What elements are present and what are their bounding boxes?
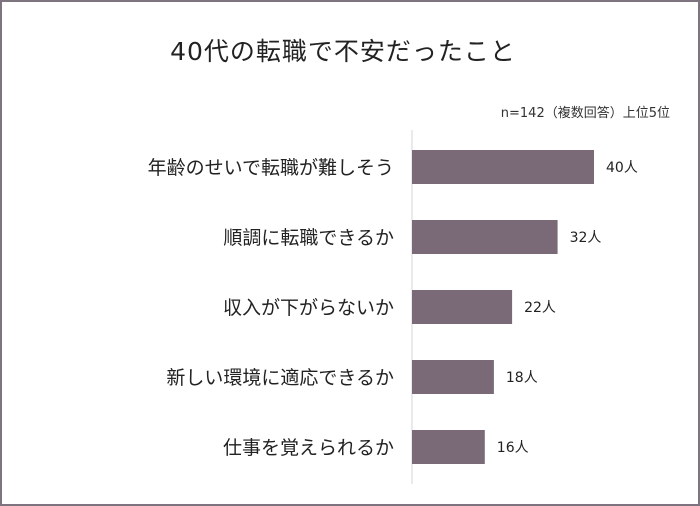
category-label: 年齢のせいで転職が難しそう <box>148 157 394 179</box>
bar <box>412 150 594 184</box>
data-label: 22人 <box>524 300 556 316</box>
data-label: 40人 <box>606 160 638 176</box>
bar <box>412 220 558 254</box>
category-label: 順調に転職できるか <box>223 227 394 249</box>
bar <box>412 430 485 464</box>
category-label: 収入が下がらないか <box>223 297 394 319</box>
data-label: 16人 <box>497 440 529 456</box>
bar <box>412 290 513 324</box>
category-label: 仕事を覚えられるか <box>223 437 394 459</box>
sample-note: n=142（複数回答）上位5位 <box>500 106 670 121</box>
category-label: 新しい環境に適応できるか <box>166 367 394 389</box>
chart-title: 40代の転職で不安だったこと <box>170 37 516 66</box>
data-label: 18人 <box>506 370 538 386</box>
data-label: 32人 <box>570 230 602 246</box>
bar <box>412 360 494 394</box>
